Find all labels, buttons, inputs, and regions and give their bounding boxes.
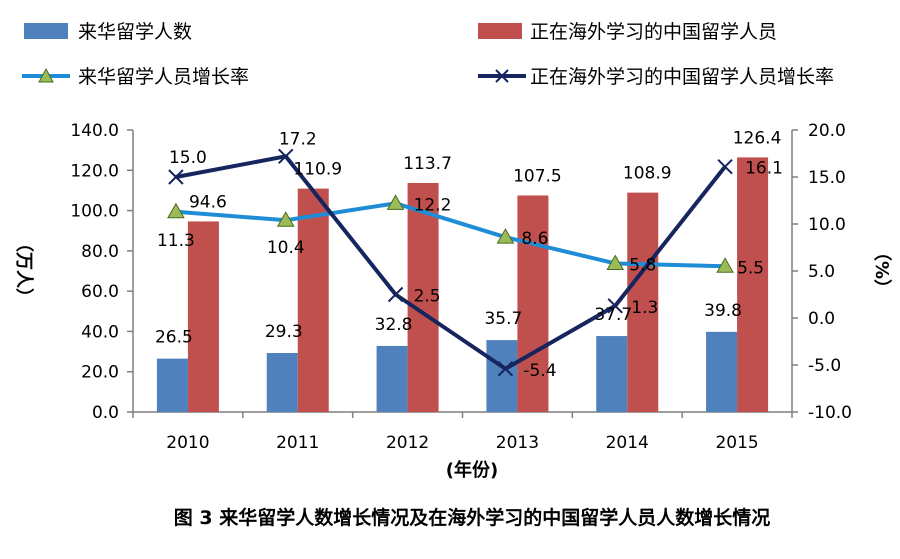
label-overseas-growth: 2.5 <box>414 287 441 307</box>
marker-overseas-growth <box>607 298 623 314</box>
marker-foreign-growth <box>276 211 295 227</box>
marker-stroke <box>717 158 733 175</box>
y-right-tick-label: 0.0 <box>808 309 835 329</box>
marker-overseas-growth <box>717 158 733 175</box>
marker-foreign-growth <box>496 228 515 244</box>
legend-label-overseas-students: 正在海外学习的中国留学人员 <box>530 21 777 43</box>
marker-stroke <box>387 286 404 303</box>
marker-overseas-growth <box>278 148 294 165</box>
bar-foreign-students <box>266 352 298 412</box>
bars <box>156 157 769 412</box>
y-left-tick-label: 80.0 <box>81 242 119 262</box>
y-right-tick-label: 10.0 <box>808 215 846 235</box>
legend-triangle-marker-icon <box>38 67 54 83</box>
y-left-tick-label: 40.0 <box>81 322 119 342</box>
marker-stroke <box>607 298 623 314</box>
y-axis-left-title: （万人） <box>13 234 34 306</box>
label-overseas-students: 113.7 <box>403 154 452 174</box>
x-tick-label: 2015 <box>715 433 758 453</box>
legend-x-marker-icon <box>495 69 509 83</box>
x-tick-label: 2014 <box>606 433 649 453</box>
bar-overseas-students <box>627 192 659 412</box>
label-overseas-growth: 17.2 <box>279 129 317 149</box>
label-foreign-students: 26.5 <box>155 328 193 348</box>
label-overseas-growth: 1.3 <box>631 298 658 318</box>
label-overseas-students: 110.9 <box>293 160 342 180</box>
bar-foreign-students <box>596 336 628 412</box>
data-labels: 26.594.629.3110.932.8113.735.7107.537.71… <box>155 128 783 380</box>
bar-foreign-students <box>706 331 738 412</box>
label-foreign-growth: 11.3 <box>157 231 195 251</box>
label-overseas-growth: -5.4 <box>523 361 556 381</box>
label-foreign-growth: 12.2 <box>414 195 452 215</box>
y-right-tick-label: 5.0 <box>808 262 835 282</box>
y-left-tick-label: 100.0 <box>70 202 119 222</box>
x-tick-label: 2012 <box>386 433 429 453</box>
legend-swatch-overseas-students <box>478 23 522 39</box>
marker-overseas-growth <box>387 286 404 303</box>
y-left-tick-label: 120.0 <box>70 161 119 181</box>
label-foreign-growth: 5.8 <box>629 255 656 275</box>
label-foreign-students: 35.7 <box>484 309 522 329</box>
bar-foreign-students <box>486 340 518 412</box>
bar-overseas-students <box>187 221 219 412</box>
figure-caption: 图 3 来华留学人数增长情况及在海外学习的中国留学人员人数增长情况 <box>174 506 770 529</box>
marker-foreign-growth <box>386 194 405 210</box>
label-overseas-growth: 15.0 <box>169 148 207 168</box>
marker-stroke <box>168 169 184 185</box>
y-right-tick-label: -10.0 <box>808 403 852 423</box>
marker-foreign-growth <box>606 254 625 270</box>
y-axis-right-title: （%） <box>871 243 892 297</box>
label-overseas-students: 108.9 <box>623 164 672 184</box>
marker-overseas-growth <box>168 169 184 185</box>
y-left-tick-label: 20.0 <box>81 363 119 383</box>
growth-lines <box>167 148 734 377</box>
line-foreign-growth <box>175 201 726 269</box>
label-foreign-students: 32.8 <box>375 315 413 335</box>
marker-stroke <box>497 361 514 377</box>
label-foreign-growth: 10.4 <box>267 238 305 258</box>
x-axis-title: (年份) <box>446 459 498 481</box>
label-foreign-students: 29.3 <box>265 322 303 342</box>
bar-foreign-students <box>376 345 408 412</box>
bar-overseas-students <box>297 188 329 412</box>
bar-overseas-students <box>517 195 549 412</box>
bar-foreign-students <box>156 358 188 412</box>
line-overseas-growth <box>175 154 727 371</box>
y-right-tick-label: -5.0 <box>808 356 841 376</box>
legend: 来华留学人数 正在海外学习的中国留学人员 来华留学人员增长率 正在海外学习的中国… <box>22 21 834 88</box>
legend-label-foreign-students: 来华留学人数 <box>78 21 192 43</box>
label-foreign-growth: 5.5 <box>737 258 764 278</box>
x-tick-label: 2011 <box>276 433 319 453</box>
legend-swatch-foreign-students <box>24 23 68 39</box>
marker-overseas-growth <box>497 361 514 377</box>
y-left-tick-label: 60.0 <box>81 282 119 302</box>
label-overseas-growth: 16.1 <box>745 159 783 179</box>
y-left-tick-label: 0.0 <box>92 403 119 423</box>
marker-foreign-growth <box>716 257 734 273</box>
y-right-tick-label: 20.0 <box>808 121 846 141</box>
marker-stroke <box>278 148 294 165</box>
legend-label-overseas-growth: 正在海外学习的中国留学人员增长率 <box>530 66 834 88</box>
bar-overseas-students <box>407 182 439 412</box>
x-tick-label: 2013 <box>496 433 539 453</box>
marker-foreign-growth <box>167 202 185 219</box>
label-foreign-students: 39.8 <box>704 301 742 321</box>
y-right-tick-label: 15.0 <box>808 168 846 188</box>
label-overseas-students: 94.6 <box>189 192 227 212</box>
bar-overseas-students <box>737 157 769 412</box>
y-left-tick-label: 140.0 <box>70 121 119 141</box>
axes: 0.0 20.0 40.0 60.0 80.0 100.0 120.0 140.0 -10.0 -… <box>70 121 852 453</box>
legend-label-foreign-growth: 来华留学人员增长率 <box>78 66 249 88</box>
label-foreign-students: 37.7 <box>594 305 632 325</box>
label-overseas-students: 107.5 <box>513 166 562 186</box>
label-foreign-growth: 8.6 <box>521 229 548 249</box>
label-overseas-students: 126.4 <box>733 128 782 148</box>
x-tick-label: 2010 <box>166 433 209 453</box>
